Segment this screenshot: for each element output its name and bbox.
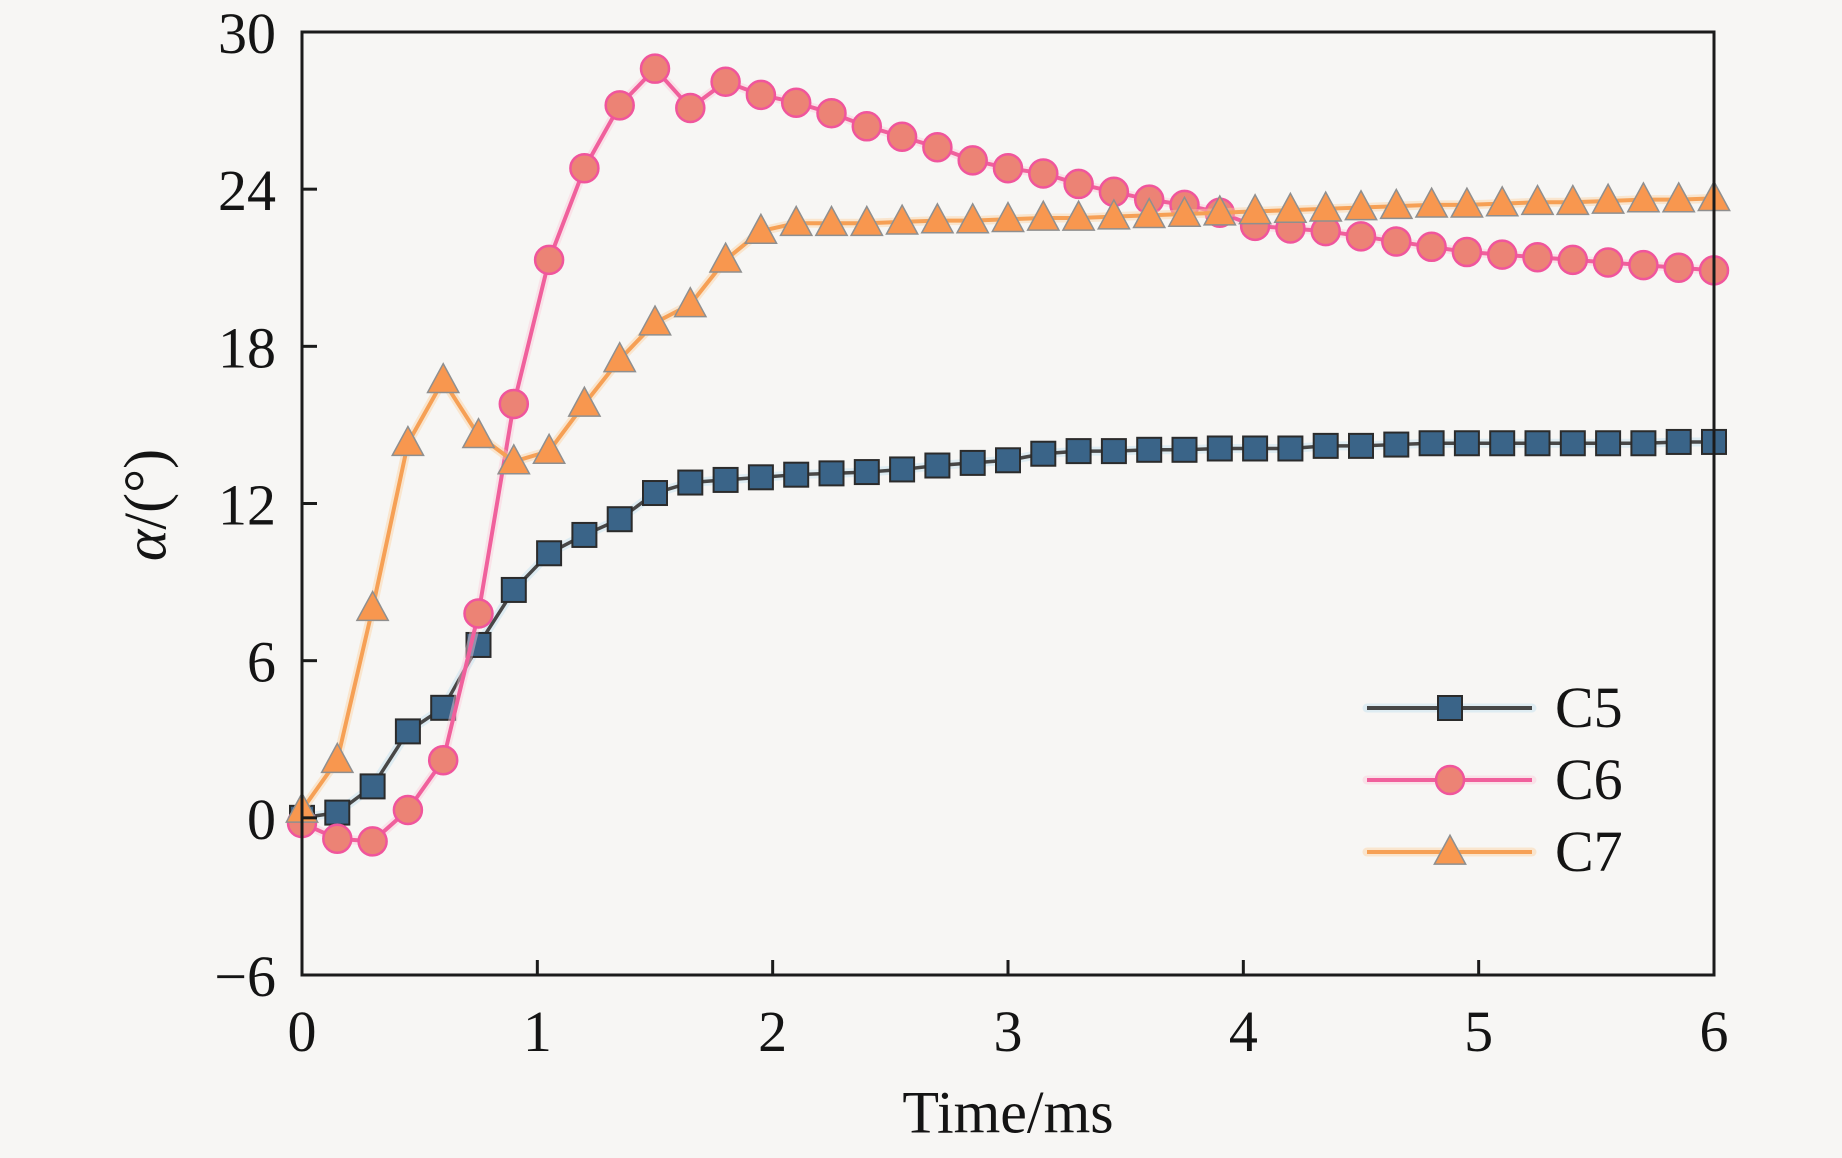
y-tick-labels: −6 0 6 12 18 24 30 bbox=[214, 1, 276, 1009]
x-tick-labels: 0 1 2 3 4 5 6 bbox=[288, 999, 1729, 1064]
svg-text:5: 5 bbox=[1464, 999, 1493, 1064]
legend-item-c7: C7 bbox=[1362, 816, 1623, 888]
svg-text:0: 0 bbox=[288, 999, 317, 1064]
svg-text:18: 18 bbox=[218, 315, 276, 380]
tick-marks bbox=[300, 30, 1716, 977]
svg-text:−6: −6 bbox=[214, 944, 276, 1009]
y-axis-label: α/(°) bbox=[112, 449, 181, 561]
svg-text:12: 12 bbox=[218, 473, 276, 538]
svg-text:24: 24 bbox=[218, 158, 276, 223]
legend-item-c5: C5 bbox=[1362, 672, 1623, 744]
y-axis-label-symbol: α bbox=[112, 529, 179, 562]
axes bbox=[300, 30, 1716, 977]
legend-label-c7: C7 bbox=[1555, 819, 1623, 884]
legend-swatch-c5 bbox=[1362, 695, 1537, 721]
y-axis-label-unit: /(°) bbox=[112, 448, 179, 530]
legend-label-c5: C5 bbox=[1555, 675, 1623, 740]
legend-label-c6: C6 bbox=[1555, 747, 1623, 812]
svg-text:30: 30 bbox=[218, 1, 276, 66]
svg-text:3: 3 bbox=[994, 999, 1023, 1064]
legend: C5 C6 C7 bbox=[1362, 672, 1623, 888]
legend-swatch-c6 bbox=[1362, 764, 1537, 796]
svg-text:0: 0 bbox=[247, 787, 276, 852]
legend-swatch-c7 bbox=[1362, 833, 1537, 865]
svg-text:2: 2 bbox=[758, 999, 787, 1064]
legend-item-c6: C6 bbox=[1362, 744, 1623, 816]
x-axis-label: Time/ms bbox=[902, 1079, 1114, 1146]
series-c6 bbox=[286, 53, 1730, 857]
svg-text:6: 6 bbox=[1700, 999, 1729, 1064]
svg-text:4: 4 bbox=[1229, 999, 1258, 1064]
svg-text:1: 1 bbox=[523, 999, 552, 1064]
svg-text:6: 6 bbox=[247, 630, 276, 695]
